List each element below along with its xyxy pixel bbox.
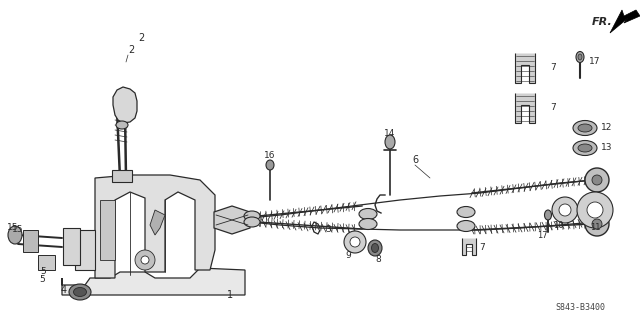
Ellipse shape — [116, 121, 128, 129]
Ellipse shape — [244, 211, 260, 221]
Polygon shape — [38, 255, 55, 270]
Polygon shape — [62, 268, 245, 295]
Circle shape — [587, 202, 603, 218]
Ellipse shape — [359, 209, 377, 219]
Ellipse shape — [266, 160, 274, 170]
Polygon shape — [63, 228, 80, 265]
Ellipse shape — [371, 243, 378, 253]
Ellipse shape — [578, 144, 592, 152]
Text: 5: 5 — [39, 276, 45, 285]
Ellipse shape — [578, 124, 592, 132]
Polygon shape — [113, 87, 137, 123]
Circle shape — [552, 197, 578, 223]
Ellipse shape — [368, 240, 382, 256]
Circle shape — [135, 250, 155, 270]
Text: 1: 1 — [227, 290, 233, 300]
Ellipse shape — [244, 217, 260, 227]
Polygon shape — [515, 93, 535, 123]
Polygon shape — [150, 210, 165, 235]
Ellipse shape — [578, 54, 582, 60]
Polygon shape — [610, 10, 640, 33]
Polygon shape — [23, 230, 38, 252]
Text: 17: 17 — [537, 231, 547, 240]
Text: 13: 13 — [601, 144, 612, 152]
Text: S843-B3400: S843-B3400 — [555, 303, 605, 313]
Ellipse shape — [573, 140, 597, 155]
Text: 16: 16 — [264, 151, 276, 160]
Text: 2: 2 — [138, 33, 144, 43]
Circle shape — [141, 256, 149, 264]
Text: 9: 9 — [345, 250, 351, 259]
Polygon shape — [515, 53, 535, 83]
Polygon shape — [75, 230, 95, 270]
Polygon shape — [462, 238, 476, 255]
Text: 4: 4 — [61, 285, 67, 295]
Text: 7: 7 — [479, 243, 485, 253]
Ellipse shape — [8, 226, 22, 244]
Polygon shape — [100, 200, 115, 260]
Text: 8: 8 — [375, 256, 381, 264]
Ellipse shape — [359, 219, 377, 229]
Circle shape — [592, 175, 602, 185]
Ellipse shape — [457, 206, 475, 218]
Ellipse shape — [385, 135, 395, 149]
Text: 7: 7 — [550, 103, 556, 113]
Ellipse shape — [545, 210, 552, 220]
Text: 5: 5 — [40, 268, 46, 277]
Polygon shape — [214, 206, 250, 234]
Polygon shape — [95, 175, 215, 278]
Ellipse shape — [576, 51, 584, 63]
Ellipse shape — [74, 287, 86, 296]
Text: 14: 14 — [384, 129, 396, 137]
Text: FR.: FR. — [592, 17, 612, 27]
Text: 3: 3 — [325, 226, 331, 234]
Text: 15: 15 — [12, 226, 24, 234]
Circle shape — [559, 204, 571, 216]
Text: 7: 7 — [550, 63, 556, 72]
Ellipse shape — [457, 220, 475, 232]
Circle shape — [344, 231, 366, 253]
Circle shape — [592, 219, 602, 229]
Text: 10: 10 — [553, 220, 563, 229]
Ellipse shape — [573, 121, 597, 136]
Text: 15: 15 — [7, 224, 19, 233]
Text: 17: 17 — [589, 57, 601, 66]
Text: 12: 12 — [602, 123, 612, 132]
Circle shape — [577, 192, 613, 228]
Text: 6: 6 — [412, 155, 418, 165]
Polygon shape — [112, 170, 132, 182]
Text: 2: 2 — [128, 45, 134, 55]
Ellipse shape — [69, 284, 91, 300]
Circle shape — [350, 237, 360, 247]
Circle shape — [585, 212, 609, 236]
Text: 11: 11 — [589, 224, 600, 233]
Circle shape — [585, 168, 609, 192]
